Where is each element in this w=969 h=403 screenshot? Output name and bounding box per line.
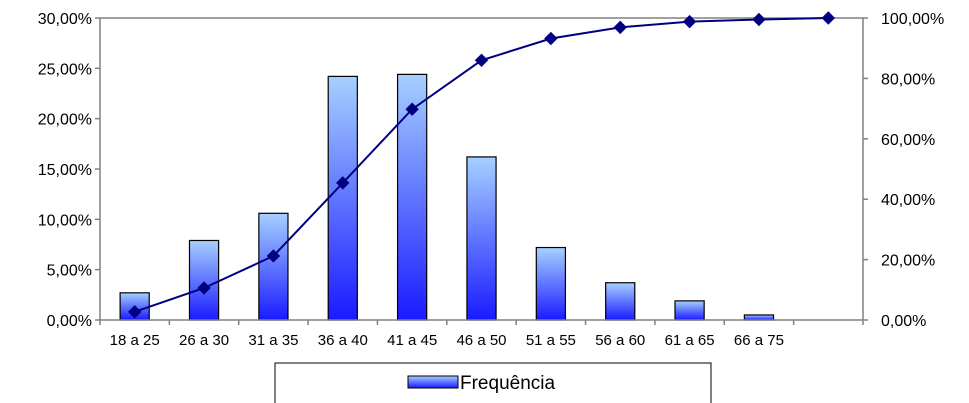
left-tick-label: 25,00% (38, 61, 92, 78)
legend-swatch (407, 375, 459, 389)
x-tick-label: 56 a 60 (595, 332, 645, 349)
line-marker (544, 31, 558, 46)
bar (605, 282, 636, 321)
left-tick-label: 30,00% (38, 11, 92, 28)
x-tick-label: 36 a 40 (318, 332, 368, 349)
x-tick-label: 61 a 65 (665, 332, 715, 349)
line-marker (474, 53, 489, 67)
right-tick-label: 80,00% (881, 71, 935, 88)
bar (327, 75, 358, 321)
x-tick-label: 41 a 45 (387, 332, 437, 349)
bar (466, 156, 497, 321)
right-tick-label: 100,00% (881, 11, 944, 28)
bar-series (119, 73, 775, 321)
x-tick-label: 46 a 50 (456, 332, 506, 349)
line-marker (336, 176, 350, 190)
bar (743, 314, 775, 321)
right-tick-label: 0,00% (881, 313, 926, 330)
right-tick-label: 40,00% (881, 192, 935, 209)
left-tick-label: 15,00% (38, 162, 92, 179)
bar (258, 212, 289, 321)
legend-label-frequencia: Frequência (460, 373, 555, 394)
right-tick-label: 60,00% (881, 132, 935, 149)
bar (674, 300, 705, 321)
line-marker (752, 12, 766, 27)
x-tick-label: 18 a 25 (110, 332, 160, 349)
left-tick-label: 0,00% (47, 313, 92, 330)
legend-box (274, 362, 712, 403)
cumulative-line-series (127, 11, 836, 319)
x-tick-label: 26 a 30 (179, 332, 229, 349)
bar (188, 239, 220, 321)
line-marker (682, 14, 697, 29)
line-marker (266, 249, 281, 263)
left-tick-label: 20,00% (38, 112, 92, 129)
line-marker (127, 305, 142, 319)
line-marker (613, 20, 627, 35)
right-tick-label: 20,00% (881, 253, 935, 270)
left-tick-label: 5,00% (47, 263, 92, 280)
x-tick-label: 31 a 35 (248, 332, 298, 349)
axes: 0,00% 5,00% 10,00% 15,00% 20,00% 25,00% 30,00%… (38, 11, 944, 349)
line-marker (197, 281, 211, 295)
line-marker (821, 11, 836, 25)
left-tick-label: 10,00% (38, 212, 92, 229)
bar (535, 246, 567, 321)
x-tick-label: 66 a 75 (734, 332, 784, 349)
line-marker (405, 102, 419, 116)
legend: Frequência (274, 362, 712, 403)
x-tick-label: 51 a 55 (526, 332, 576, 349)
